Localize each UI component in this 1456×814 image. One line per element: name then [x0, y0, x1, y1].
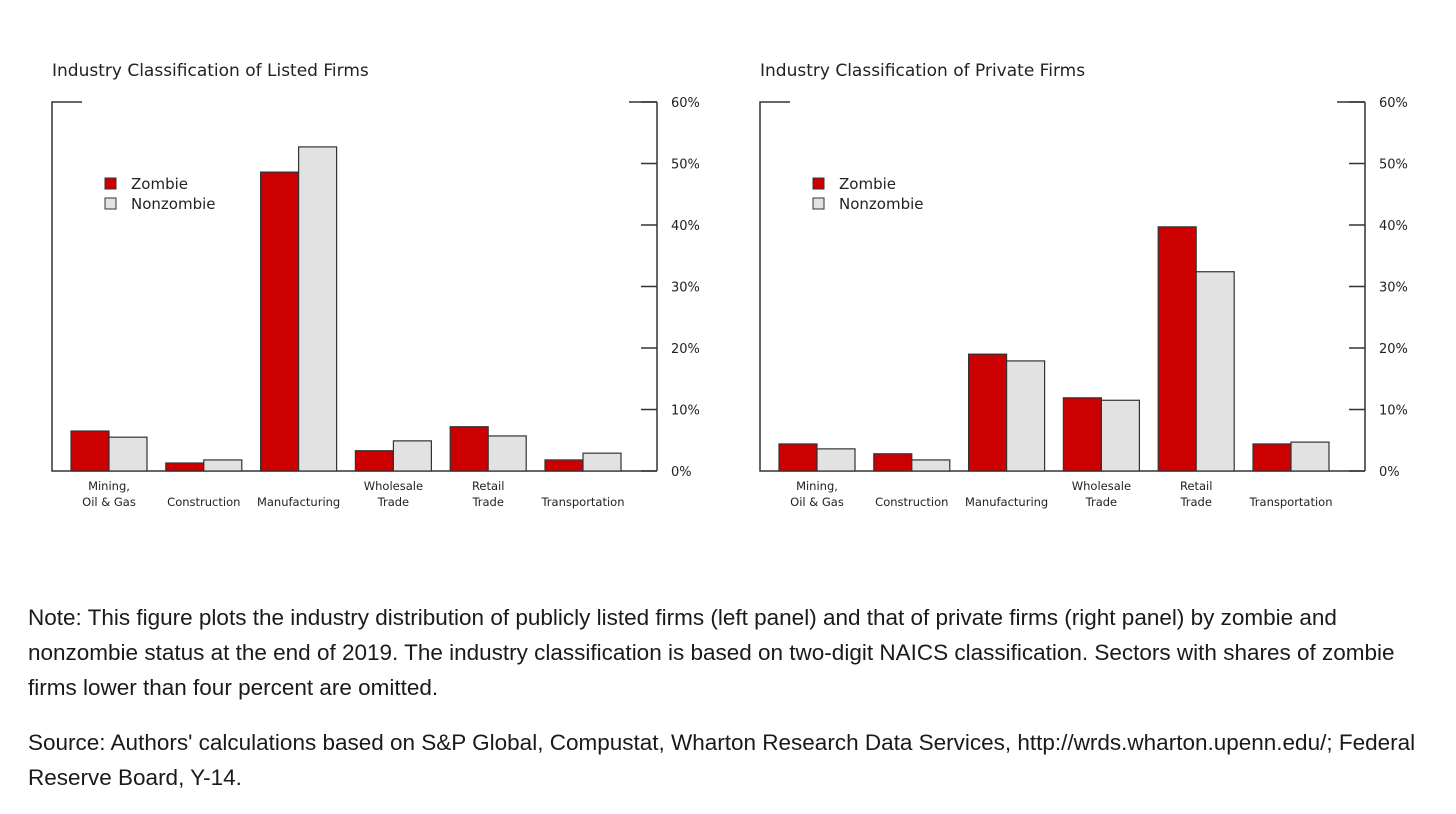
x-category-label: Trade — [1179, 495, 1212, 509]
bar-zombie — [165, 462, 205, 472]
charts-figure: Industry Classification of Listed Firms 0… — [51, 61, 1408, 509]
y-tick-label: 50% — [671, 158, 700, 173]
y-tick-label: 40% — [671, 219, 700, 234]
bar-nonzombie — [816, 448, 856, 472]
bar-zombie — [544, 459, 584, 472]
bar-nonzombie — [203, 459, 243, 472]
bar-zombie — [778, 443, 818, 472]
y-tick-label: 30% — [671, 281, 700, 296]
x-category-label: Retail — [1180, 479, 1213, 493]
bar-zombie — [873, 453, 913, 472]
y-tick-label: 20% — [671, 342, 700, 357]
legend-swatch-nonzombie — [104, 197, 117, 210]
bar-nonzombie — [392, 440, 432, 472]
y-tick-label: 10% — [671, 404, 700, 419]
x-category-label: Oil & Gas — [790, 495, 844, 509]
x-category-label: Wholesale — [1072, 479, 1131, 493]
bar-zombie — [1062, 397, 1103, 472]
bar-zombie — [1157, 226, 1197, 472]
legend-swatch-nonzombie — [812, 197, 825, 210]
legend-label: Zombie — [839, 175, 896, 193]
bar-nonzombie — [487, 435, 527, 472]
bar-nonzombie — [298, 146, 338, 472]
x-category-label: Construction — [875, 495, 948, 509]
bar-nonzombie — [1100, 399, 1141, 472]
bar-zombie — [354, 450, 394, 472]
x-category-label: Construction — [167, 495, 240, 509]
y-tick-label: 40% — [1379, 219, 1408, 234]
bar-zombie — [967, 353, 1008, 472]
x-category-label: Oil & Gas — [82, 495, 136, 509]
x-category-label: Wholesale — [364, 479, 423, 493]
x-category-label: Manufacturing — [257, 495, 340, 509]
legend-label: Nonzombie — [839, 195, 924, 213]
y-tick-label: 60% — [1379, 96, 1408, 111]
bar-zombie — [1252, 443, 1292, 472]
y-tick-label: 20% — [1379, 342, 1408, 357]
x-category-label: Retail — [472, 479, 505, 493]
x-category-label: Trade — [471, 495, 504, 509]
legend-swatch-zombie — [104, 177, 117, 190]
axis-frame-left — [51, 101, 657, 472]
chart-panel-1: Industry Classification of Listed Firms 0… — [51, 61, 700, 509]
figure-note: Note: This figure plots the industry dis… — [28, 605, 1395, 700]
bar-zombie — [70, 430, 110, 472]
chart-panel-2: Industry Classification of Private Firms… — [759, 61, 1408, 509]
bar-nonzombie — [582, 452, 622, 472]
figure-source: Source: Authors' calculations based on S… — [28, 730, 1416, 790]
x-category-label: Transportation — [1248, 495, 1332, 509]
bar-nonzombie — [1005, 360, 1046, 472]
bar-nonzombie — [911, 459, 951, 472]
x-category-label: Transportation — [540, 495, 624, 509]
y-tick-label: 10% — [1379, 404, 1408, 419]
bar-nonzombie — [108, 436, 148, 472]
x-category-label: Trade — [1085, 495, 1118, 509]
y-tick-label: 0% — [1379, 465, 1400, 480]
chart-title: Industry Classification of Listed Firms — [52, 61, 369, 81]
legend-label: Zombie — [131, 175, 188, 193]
y-tick-label: 30% — [1379, 281, 1408, 296]
bar-nonzombie — [1195, 271, 1235, 472]
legend-swatch-zombie — [812, 177, 825, 190]
bar-zombie — [260, 171, 300, 472]
y-tick-label: 60% — [671, 96, 700, 111]
y-tick-label: 50% — [1379, 158, 1408, 173]
x-category-label: Manufacturing — [965, 495, 1048, 509]
x-category-label: Trade — [377, 495, 410, 509]
bar-zombie — [449, 426, 489, 472]
legend-label: Nonzombie — [131, 195, 216, 213]
chart-title: Industry Classification of Private Firms — [760, 61, 1085, 81]
x-category-label: Mining, — [796, 479, 838, 493]
y-tick-label: 0% — [671, 465, 692, 480]
x-category-label: Mining, — [88, 479, 130, 493]
axis-frame-left — [759, 101, 1365, 472]
bar-nonzombie — [1290, 441, 1330, 472]
